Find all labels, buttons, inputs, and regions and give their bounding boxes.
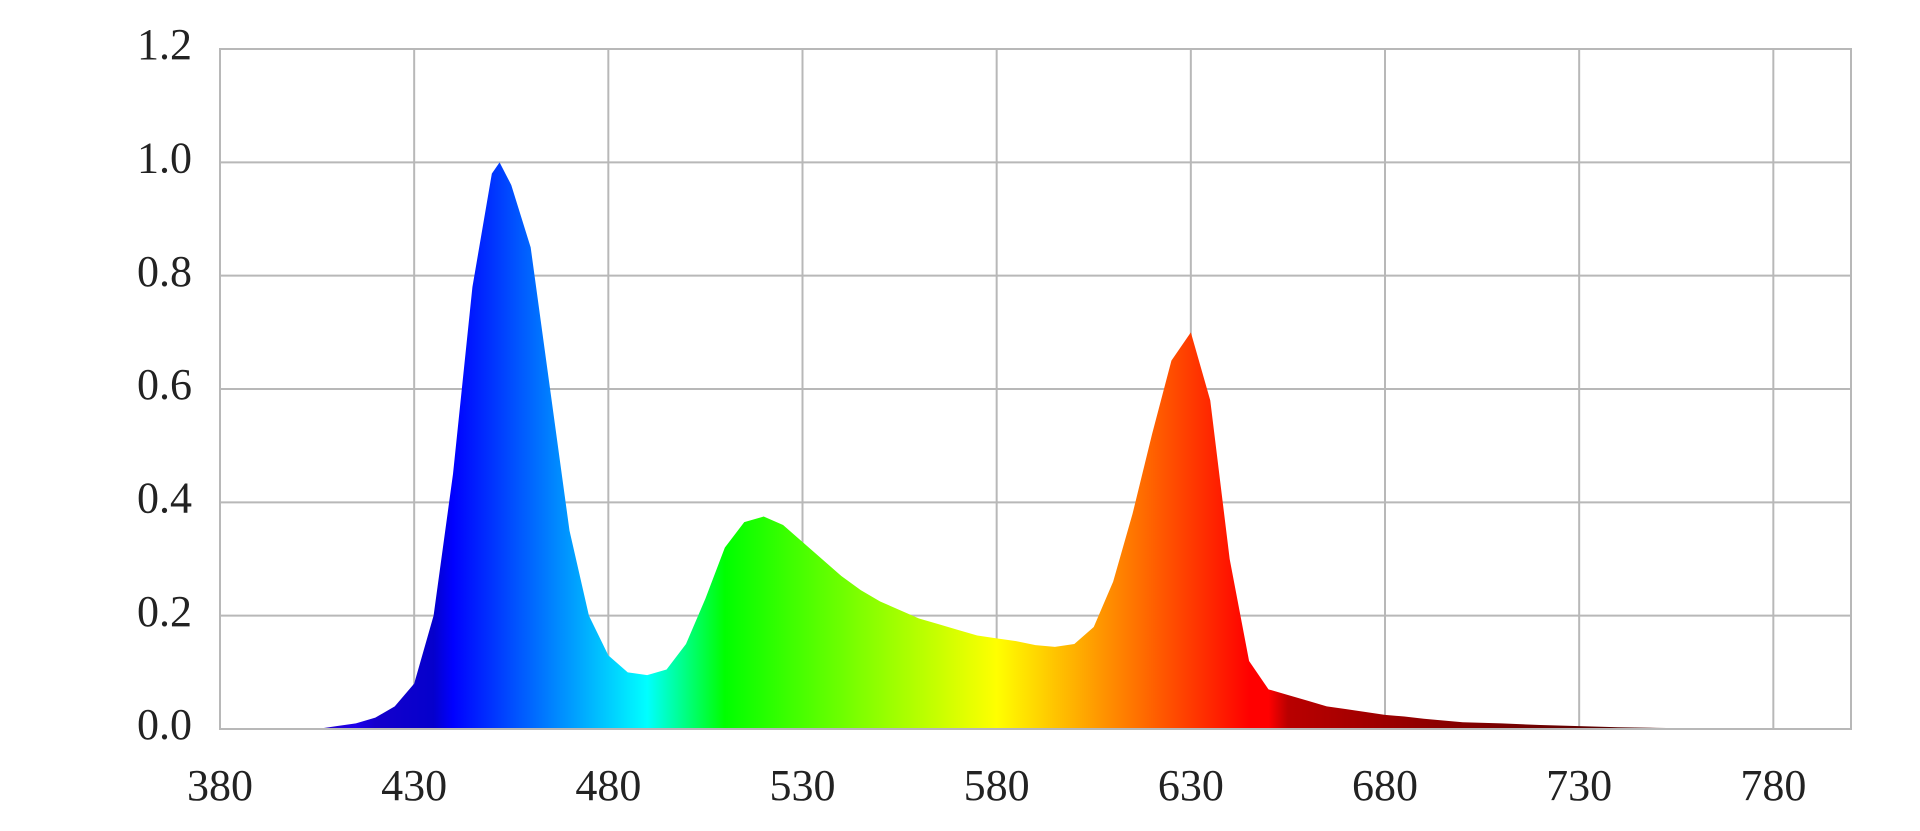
x-tick-label: 630: [1158, 761, 1224, 810]
x-tick-label: 480: [575, 761, 641, 810]
x-tick-label: 730: [1546, 761, 1612, 810]
x-tick-label: 680: [1352, 761, 1418, 810]
x-tick-label: 380: [187, 761, 253, 810]
spectrum-area: [317, 162, 1716, 730]
y-tick-label: 0.0: [137, 700, 192, 749]
x-tick-label: 580: [964, 761, 1030, 810]
y-tick-label: 0.4: [137, 473, 192, 522]
y-tick-label: 0.6: [137, 360, 192, 409]
plot: [317, 162, 1716, 730]
y-tick-label: 1.2: [137, 20, 192, 69]
x-tick-label: 430: [381, 761, 447, 810]
y-tick-label: 1.0: [137, 133, 192, 182]
x-tick-label: 530: [770, 761, 836, 810]
plot-frame: [219, 48, 1852, 730]
y-tick-label: 0.8: [137, 247, 192, 296]
x-tick-label: 780: [1740, 761, 1806, 810]
y-tick-label: 0.2: [137, 587, 192, 636]
